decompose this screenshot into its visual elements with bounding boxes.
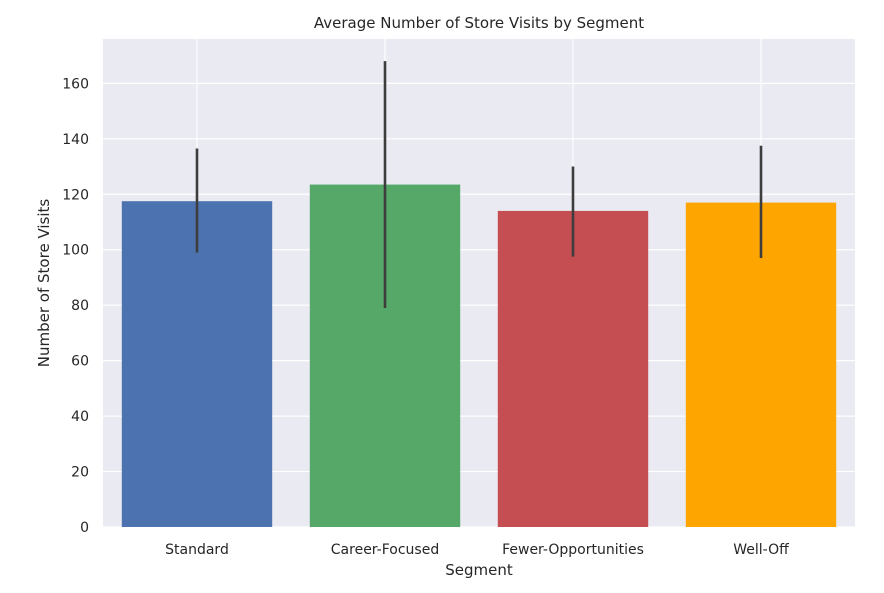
x-tick-label: Well-Off bbox=[733, 542, 789, 558]
y-tick-label: 140 bbox=[62, 132, 89, 148]
y-tick-label: 20 bbox=[71, 465, 89, 481]
y-tick-label: 40 bbox=[71, 409, 89, 425]
x-tick-label: Fewer-Opportunities bbox=[502, 542, 644, 558]
x-tick-labels: Standard Career-Focused Fewer-Opportunitie… bbox=[165, 542, 789, 558]
bar-fewer-opportunities bbox=[497, 210, 649, 527]
y-axis-label: Number of Store Visits bbox=[35, 199, 53, 368]
y-tick-label: 160 bbox=[62, 76, 89, 92]
error-bars bbox=[195, 61, 763, 308]
y-tick-label: 60 bbox=[71, 354, 89, 370]
y-tick-label: 120 bbox=[62, 187, 89, 203]
chart-title: Average Number of Store Visits by Segmen… bbox=[314, 14, 644, 32]
x-axis-label: Segment bbox=[445, 561, 513, 579]
x-tick-label: Standard bbox=[165, 542, 229, 558]
y-tick-label: 0 bbox=[80, 520, 89, 536]
bar-standard bbox=[121, 201, 273, 528]
x-tick-label: Career-Focused bbox=[331, 542, 439, 558]
y-tick-labels: 0 20 40 60 80 100 120 140 160 bbox=[62, 76, 89, 536]
y-tick-label: 80 bbox=[71, 298, 89, 314]
y-tick-label: 100 bbox=[62, 243, 89, 259]
